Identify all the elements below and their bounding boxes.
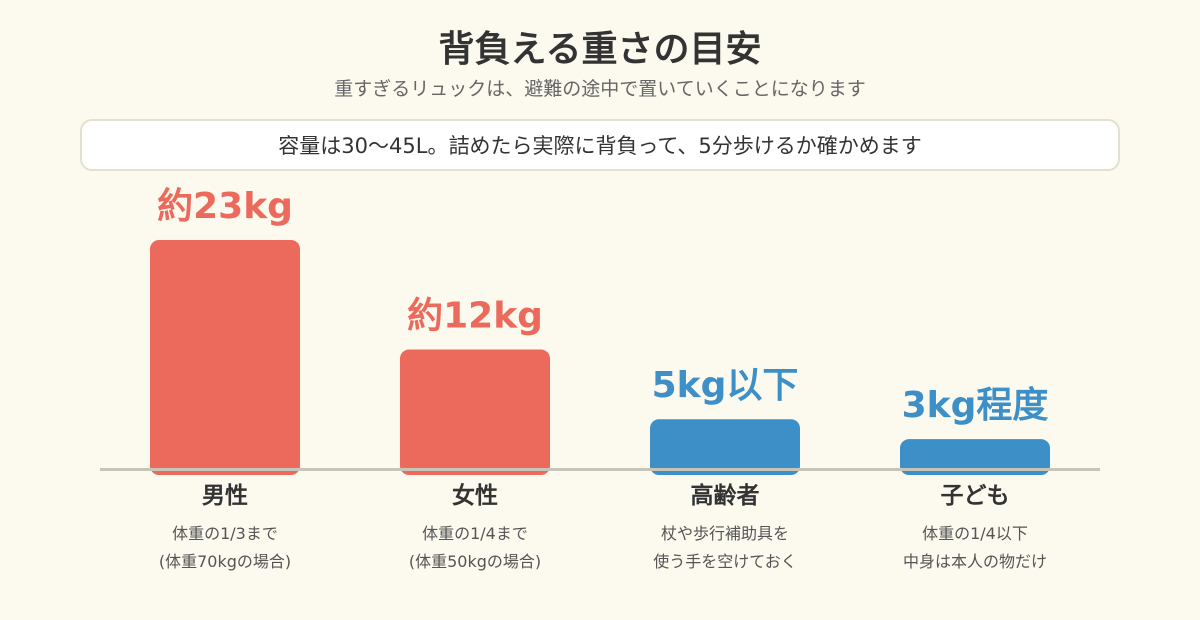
data-label: 5kg以下 (652, 365, 799, 406)
data-label: 約12kg (407, 296, 543, 337)
bar (900, 439, 1050, 475)
chart-title: 背負える重さの目安 (438, 29, 762, 70)
baseline (100, 468, 1100, 471)
category-label: 女性 (452, 482, 498, 509)
chart-subtitle: 重すぎるリュックは、避難の途中で置いていくことになります (334, 78, 866, 100)
bar (650, 419, 800, 475)
category-label: 高齢者 (691, 482, 760, 509)
category-description: (体重50kgの場合) (409, 552, 541, 571)
category-label: 子ども (941, 483, 1010, 509)
category-description: (体重70kgの場合) (159, 552, 291, 571)
category-description: 使う手を空けておく (653, 552, 797, 571)
category-description: 体重の1/4以下 (922, 524, 1028, 543)
category-description: 中身は本人の物だけ (903, 552, 1047, 571)
data-label: 約23kg (157, 186, 293, 227)
category-label: 男性 (202, 483, 248, 509)
category-description: 体重の1/4まで (422, 524, 528, 543)
note-text: 容量は30〜45L。詰めたら実際に背負って、5分歩けるか確かめます (278, 134, 922, 158)
bar (150, 240, 300, 475)
bar (400, 349, 550, 475)
note-box: 容量は30〜45L。詰めたら実際に背負って、5分歩けるか確かめます (80, 119, 1120, 171)
category-description: 体重の1/3まで (172, 524, 278, 543)
category-description: 杖や歩行補助具を (661, 524, 789, 543)
data-label: 3kg程度 (902, 385, 1049, 426)
